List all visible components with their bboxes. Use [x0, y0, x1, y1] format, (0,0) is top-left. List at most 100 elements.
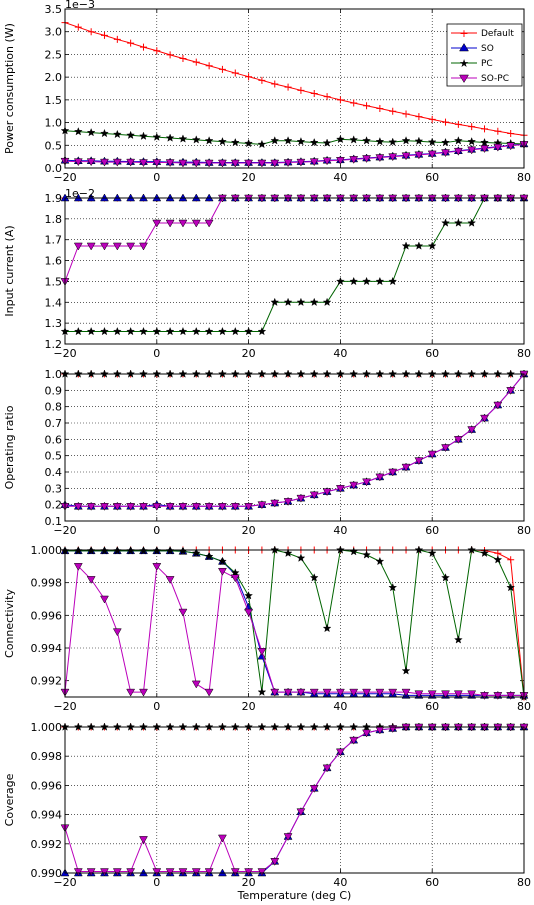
- data-point-so-pc: [112, 158, 122, 167]
- data-point-pc: [401, 136, 411, 145]
- data-point-so-pc: [126, 503, 136, 511]
- data-point-so-pc: [218, 159, 227, 168]
- x-tick-label: 20: [242, 171, 256, 184]
- data-point-so-pc: [480, 145, 489, 153]
- data-point-so-pc: [427, 450, 437, 459]
- data-point-so-pc: [388, 153, 398, 162]
- x-tick-label: 40: [333, 347, 347, 360]
- y-tick-label: 0.6: [45, 433, 63, 446]
- plot-frame: [64, 726, 525, 874]
- y-tick-label: 1.000: [31, 721, 63, 734]
- x-tick-label: 20: [242, 876, 256, 889]
- y-tick-label: 0.996: [31, 779, 63, 792]
- x-tick-label: 0: [153, 700, 160, 713]
- data-point-default: [507, 556, 515, 564]
- data-point-pc: [191, 548, 201, 557]
- y-axis-label: Operating ratio: [3, 405, 16, 489]
- y-tick-label: 3.0: [45, 26, 63, 39]
- data-point-so-pc: [414, 151, 424, 160]
- data-point-default: [415, 113, 423, 121]
- chart-panel-3: −20 0 20 40 60 80 0.1 0.2 0.3 0.4 0.5 0.6 0.7 0.8 0.9 1…: [3, 368, 531, 537]
- data-point-so-pc: [322, 764, 332, 773]
- data-point-so-pc: [139, 688, 148, 697]
- data-point-so-pc: [283, 159, 293, 168]
- data-point-pc: [414, 241, 424, 250]
- data-point-default: [284, 83, 292, 91]
- data-point-so-pc: [73, 503, 83, 511]
- data-point-pc: [73, 326, 83, 336]
- data-point-so-pc: [270, 499, 280, 508]
- chart-panel-4: −20 0 20 40 60 80 0.992 0.994 0.996 0.998 1.000 Con…: [3, 544, 531, 713]
- data-point-pc: [296, 553, 306, 562]
- data-point-so-pc: [441, 149, 450, 158]
- data-point-default: [245, 73, 253, 81]
- data-point-so-pc: [506, 142, 516, 151]
- data-point-pc: [388, 583, 398, 592]
- data-point-pc: [86, 128, 96, 137]
- x-tick-label: −20: [53, 700, 76, 713]
- data-point-pc: [362, 136, 371, 145]
- data-point-so-pc: [165, 219, 175, 228]
- chart-panel-5: −20 0 20 40 60 80 0.990 0.992 0.994 0.996 0.998 1.0…: [3, 721, 531, 902]
- data-point-so-pc: [230, 574, 240, 583]
- x-tick-label: 80: [517, 700, 531, 713]
- x-tick-label: 80: [517, 876, 531, 889]
- data-point-so-pc: [467, 146, 477, 155]
- y-tick-label: 1.5: [45, 275, 63, 288]
- data-point-so-pc: [362, 688, 371, 697]
- data-point-so-pc: [349, 736, 359, 745]
- data-point-so-pc: [165, 159, 175, 168]
- y-tick-label: 1.0: [45, 117, 63, 130]
- data-point-so-pc: [244, 159, 254, 168]
- x-tick-label: 40: [333, 524, 347, 537]
- data-point-pc: [322, 623, 332, 633]
- axis-multiplier: 1e−3: [65, 0, 95, 11]
- y-tick-label: 0.2: [45, 499, 63, 512]
- data-point-so-pc: [296, 158, 306, 167]
- data-point-default: [402, 110, 410, 118]
- data-point-so-pc: [100, 503, 109, 511]
- data-point-so-pc: [165, 503, 175, 511]
- data-point-default: [139, 43, 147, 51]
- data-point-pc: [336, 276, 345, 286]
- data-point-so-pc: [126, 158, 136, 167]
- data-point-default: [363, 102, 371, 110]
- data-point-so-pc: [100, 242, 109, 251]
- data-point-pc: [191, 135, 201, 144]
- data-point-so-pc: [257, 159, 267, 168]
- data-point-default: [428, 115, 436, 123]
- plot-frame: [64, 8, 525, 169]
- data-point-so-pc: [126, 688, 136, 697]
- data-point-so-pc: [493, 143, 503, 152]
- y-tick-label: 1.5: [45, 94, 63, 107]
- data-point-pc: [427, 137, 437, 146]
- data-point-so-pc: [100, 868, 109, 877]
- data-point-default: [179, 55, 187, 63]
- data-point-so-pc: [480, 414, 489, 423]
- data-point-pc: [362, 276, 371, 286]
- data-point-so-pc: [139, 836, 148, 844]
- x-tick-label: −20: [53, 524, 76, 537]
- x-tick-label: −20: [53, 876, 76, 889]
- y-tick-label: 1.0: [45, 368, 63, 381]
- data-point-pc: [427, 548, 437, 557]
- data-point-default: [336, 96, 344, 104]
- data-point-so-pc: [139, 503, 148, 511]
- data-point-pc: [283, 548, 293, 557]
- y-tick-label: 1.000: [31, 544, 63, 557]
- data-point-default: [297, 86, 305, 94]
- data-point-default: [389, 107, 397, 115]
- plot-area: [65, 374, 524, 521]
- data-point-pc: [296, 297, 306, 306]
- data-point-so-pc: [86, 242, 96, 251]
- data-point-pc: [112, 129, 122, 139]
- data-point-default: [454, 120, 462, 128]
- data-point-so-pc: [86, 158, 96, 167]
- data-point-pc: [322, 297, 332, 306]
- data-point-so-pc: [165, 576, 175, 584]
- data-point-pc: [165, 326, 175, 336]
- data-point-so-pc: [309, 491, 319, 500]
- x-tick-label: 60: [425, 347, 439, 360]
- data-point-so-pc: [126, 242, 136, 251]
